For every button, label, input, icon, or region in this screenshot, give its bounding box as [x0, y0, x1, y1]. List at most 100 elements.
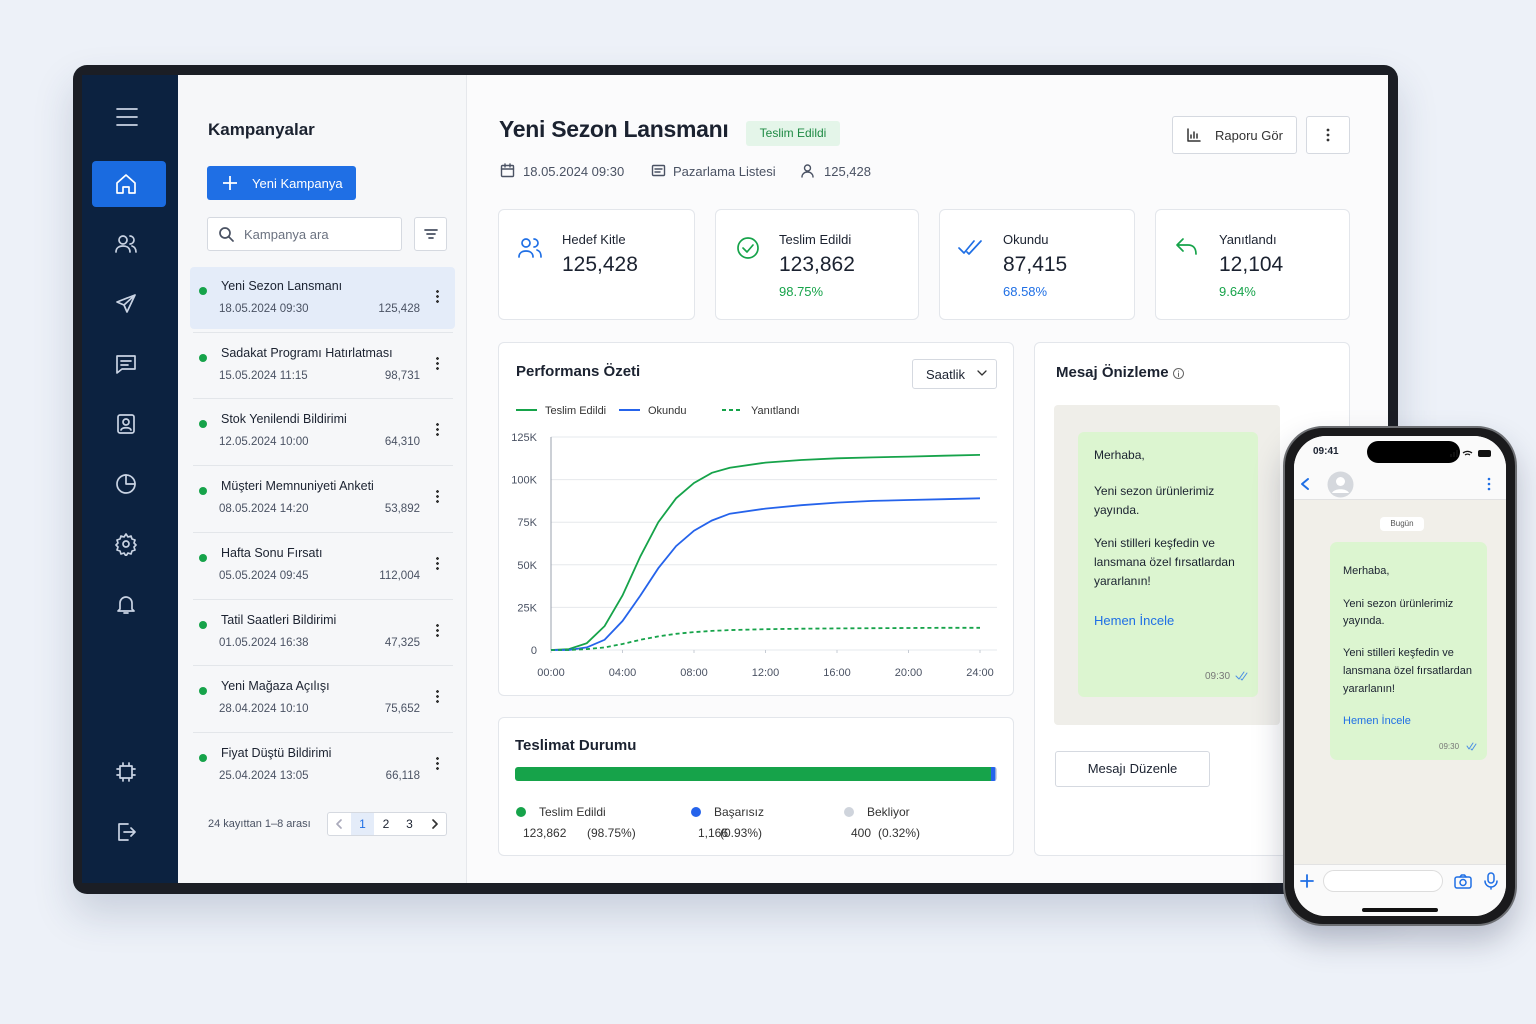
stat-rate: 9.64% [1219, 284, 1256, 299]
status-dot [199, 353, 207, 362]
stat-card [939, 209, 1135, 320]
nav-reports[interactable] [114, 472, 138, 496]
chat-menu[interactable] [1486, 477, 1492, 491]
list-icon [651, 164, 666, 177]
campaign-date: 25.04.2024 13:05 [219, 769, 309, 782]
stat-label: Yanıtlandı [1219, 232, 1277, 247]
campaign-date: 01.05.2024 16:38 [219, 636, 309, 649]
report-button[interactable] [1172, 116, 1297, 154]
delivery-segment [515, 767, 991, 781]
x-tick-label: 24:00 [966, 667, 994, 679]
camera-icon[interactable] [1454, 873, 1472, 889]
attach-plus[interactable] [1300, 874, 1314, 888]
nav-templates[interactable] [114, 412, 138, 436]
campaign-item[interactable] [193, 331, 453, 396]
pagination-summary: 24 kayıttan 1–8 arası [208, 818, 311, 830]
report-icon [1187, 128, 1201, 142]
day-badge: Bugün [1380, 517, 1424, 531]
x-tick-label: 20:00 [895, 667, 923, 679]
campaign-menu[interactable] [436, 755, 439, 770]
campaign-item[interactable] [193, 531, 453, 596]
campaign-item[interactable] [193, 598, 453, 663]
campaign-menu[interactable] [436, 689, 439, 704]
campaign-item[interactable] [193, 398, 453, 462]
nav-help[interactable] [114, 760, 138, 784]
nav-settings[interactable] [114, 532, 138, 556]
performance-card [498, 342, 1014, 696]
phone-text-input[interactable] [1323, 870, 1443, 892]
menu-icon[interactable] [114, 105, 140, 129]
legend-count: 123,862 [523, 826, 567, 840]
x-tick-label: 12:00 [752, 667, 780, 679]
campaign-count: 98,731 [384, 369, 420, 382]
campaign-item[interactable] [193, 665, 453, 729]
status-dot [199, 753, 207, 762]
back-arrow[interactable] [1299, 477, 1311, 491]
campaign-item[interactable] [193, 465, 453, 529]
stat-value: 123,862 [779, 253, 855, 276]
campaign-item[interactable] [193, 731, 453, 796]
sidebar [82, 75, 178, 883]
campaign-name: Müşteri Memnuniyeti Anketi [221, 479, 374, 494]
chevron-down [977, 370, 987, 376]
phone-bubble [1330, 542, 1487, 760]
interval-select[interactable] [912, 359, 997, 389]
legend-label: Okundu [648, 405, 687, 417]
legend-dot [691, 807, 701, 817]
page-link[interactable]: 2 [382, 817, 390, 831]
next-page[interactable] [429, 818, 441, 830]
campaign-date: 15.05.2024 11:15 [219, 369, 308, 382]
mic-icon[interactable] [1484, 872, 1498, 890]
message-link[interactable]: Hemen İncele [1094, 613, 1175, 628]
campaign-name: Fiyat Düştü Bildirimi [221, 745, 332, 760]
home-indicator [1362, 908, 1438, 912]
page-link[interactable]: 1 [351, 813, 374, 835]
y-tick-label: 75K [517, 517, 537, 529]
filter-icon [424, 229, 438, 239]
stat-label: Hedef Kitle [562, 232, 626, 247]
campaign-count: 66,118 [385, 769, 420, 782]
nav-logout[interactable] [114, 820, 138, 844]
campaign-date: 08.05.2024 14:20 [219, 503, 309, 516]
stat-value: 125,428 [562, 253, 638, 276]
stat-label: Teslim Edildi [779, 232, 852, 247]
campaign-name: Tatil Saatleri Bildirimi [221, 612, 337, 627]
performance-title: Performans Özeti [516, 363, 641, 380]
search-box[interactable] [207, 217, 402, 251]
campaign-menu[interactable] [436, 355, 439, 370]
status-icons [1450, 450, 1491, 457]
status-dot [199, 420, 207, 429]
campaign-date: 05.05.2024 09:45 [219, 569, 309, 582]
y-tick-label: 50K [517, 560, 537, 572]
stat-value: 87,415 [1003, 253, 1068, 276]
nav-messages[interactable] [114, 352, 138, 376]
legend-count: 1,166 [698, 826, 729, 840]
campaign-item-selected[interactable] [190, 267, 455, 329]
campaign-menu[interactable] [436, 622, 439, 637]
campaign-menu[interactable] [436, 422, 439, 437]
campaign-count: 75,652 [384, 703, 420, 716]
prev-page[interactable] [333, 818, 345, 830]
phone-link[interactable]: Hemen İncele [1343, 715, 1411, 727]
edit-message-button[interactable]: Mesajı Düzenle [1055, 751, 1210, 787]
pagination [327, 812, 447, 836]
x-tick-label: 00:00 [537, 667, 565, 679]
nav-send[interactable] [114, 292, 138, 316]
message-line: Yeni stilleri keşfedin ve lansmana özel … [1094, 536, 1235, 588]
dynamic-island [1367, 441, 1460, 463]
legend-name: Teslim Edildi [539, 805, 606, 819]
phone-time: 09:30 [1439, 742, 1460, 751]
campaign-count: 47,325 [384, 636, 420, 649]
page-link[interactable]: 3 [406, 817, 413, 831]
nav-home-active[interactable] [92, 161, 166, 207]
nav-contacts[interactable] [114, 232, 138, 256]
nav-notifications[interactable] [114, 592, 138, 616]
legend-dot [516, 807, 526, 817]
legend-label: Teslim Edildi [545, 405, 606, 417]
campaign-menu[interactable] [436, 489, 439, 504]
campaign-menu[interactable] [436, 555, 439, 570]
x-tick-label: 16:00 [823, 667, 851, 679]
campaign-menu[interactable] [436, 289, 439, 303]
legend-percent: (0.32%) [878, 826, 921, 840]
